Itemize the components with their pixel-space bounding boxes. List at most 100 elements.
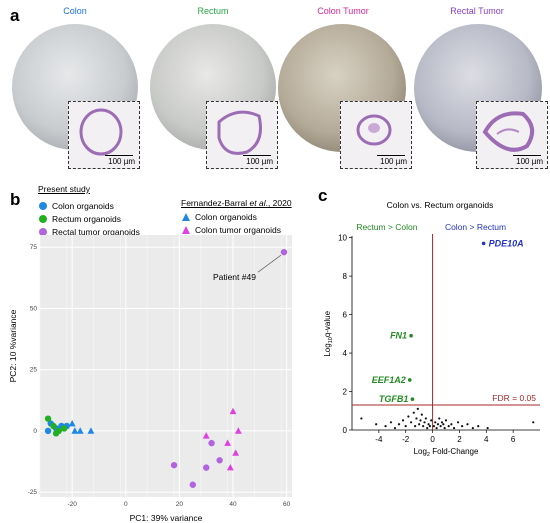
- gene-label: PDE10A: [489, 238, 524, 248]
- legend-fernandez-title: Fernandez-Barral et al., 2020: [181, 198, 292, 208]
- gene-point: [466, 423, 469, 426]
- gene-point: [397, 423, 401, 426]
- gene-point: [440, 421, 444, 424]
- well-rectal-tumor: Rectal Tumor 100 µm: [412, 6, 548, 176]
- gene-point: [456, 421, 460, 424]
- panel-b-letter: b: [10, 190, 21, 209]
- gene-point: [434, 421, 437, 424]
- gene-point: [477, 425, 480, 428]
- data-point-triangle: [232, 449, 240, 456]
- gene-point: [416, 407, 419, 410]
- histology-section-image: [79, 108, 123, 156]
- gene-point: [401, 419, 405, 422]
- legend-marker: [182, 225, 190, 234]
- legend-fernandez: Colon organoids Colon tumor organoids: [181, 210, 281, 236]
- scale-bar: [513, 154, 541, 156]
- y-axis-label: PC2: 10 %variance: [8, 309, 18, 382]
- annotation-leader: [257, 254, 282, 273]
- gene-point: [442, 423, 445, 426]
- gene-point: [409, 421, 413, 424]
- data-point-triangle: [226, 464, 234, 471]
- histology-section-image: [482, 111, 535, 152]
- legend-item: Rectum organoids: [38, 212, 140, 225]
- colon-greater-label: Colon > Rectum: [445, 222, 506, 232]
- legend-marker: [39, 201, 47, 210]
- histology-section-image: [217, 110, 262, 155]
- y-axis-label: Log10q-value: [323, 310, 334, 356]
- data-point-circle: [60, 425, 68, 432]
- gene-point: [418, 423, 421, 426]
- panel-a-letter: a: [10, 6, 20, 25]
- y-tick-label: 0: [33, 428, 37, 435]
- data-point-triangle: [229, 407, 237, 415]
- pca-scatter-plot: -20 0 20 40 60 -25 0 25 50 75 PC1: 39% variance PC2…: [8, 235, 292, 523]
- scale-label: 100 µm: [380, 157, 407, 166]
- gene-point: [461, 425, 464, 428]
- histology-section-image: [356, 114, 392, 146]
- gene-point: [447, 425, 450, 428]
- well-colon-tumor: Colon Tumor 100 µm: [276, 6, 412, 176]
- well-title: Rectal Tumor: [450, 6, 504, 16]
- scale-bar: [243, 154, 271, 156]
- rectum-greater-label: Rectum > Colon: [356, 222, 417, 232]
- gene-label: FN1: [390, 331, 407, 341]
- gene-point: [444, 419, 448, 422]
- data-point-triangle: [202, 432, 210, 439]
- legend-present-study: Colon organoids Rectum organoids Rectal …: [38, 199, 140, 238]
- data-point-circle: [44, 415, 52, 422]
- gene-point: [436, 423, 440, 426]
- data-point-triangle: [87, 427, 95, 434]
- gene-point: [438, 417, 441, 420]
- data-point-circle: [44, 427, 52, 435]
- x-tick-label: 0: [124, 501, 128, 508]
- data-point-circle: [208, 439, 215, 447]
- gene-point: [486, 426, 489, 430]
- legend-marker: [39, 214, 47, 223]
- data-point-triangle: [68, 419, 76, 427]
- legend-title-italic: et al: [249, 198, 266, 208]
- well-rectum: Rectum 100 µm: [148, 6, 278, 176]
- scale-label: 100 µm: [246, 157, 273, 166]
- highlighted-gene-point: [407, 378, 412, 382]
- data-point-circle: [189, 481, 197, 488]
- x-tick-label: 6: [511, 435, 516, 444]
- histology-inset: 100 µm: [68, 101, 140, 169]
- highlighted-gene-point: [481, 241, 486, 246]
- legend-item: Rectal tumor organoids: [38, 225, 140, 238]
- gene-point: [407, 415, 410, 418]
- data-point-circle: [216, 457, 223, 464]
- legend-label: Rectum organoids: [52, 213, 121, 224]
- legend-label: Rectal tumor organoids: [52, 226, 140, 237]
- plot-background: [40, 235, 292, 497]
- gene-point: [439, 425, 442, 428]
- histology-inset: 100 µm: [206, 101, 278, 169]
- y-tick-label: 8: [343, 272, 348, 281]
- x-tick-label: 0: [430, 435, 435, 444]
- gene-point: [419, 419, 422, 422]
- scale-label: 100 µm: [516, 157, 543, 166]
- x-tick-label: 4: [484, 435, 489, 444]
- data-point-circle: [203, 464, 210, 471]
- x-tick-label: 2: [457, 435, 462, 444]
- x-tick-label: 20: [176, 501, 184, 508]
- y-tick-label: 50: [30, 305, 38, 312]
- histology-inset: 100 µm: [476, 101, 548, 169]
- scale-bar: [105, 154, 133, 156]
- legend-marker: [39, 227, 47, 236]
- gene-point: [452, 426, 456, 430]
- gene-point: [420, 413, 423, 416]
- gene-point: [435, 426, 438, 430]
- gene-point: [360, 417, 363, 420]
- gene-label: TGFB1: [379, 394, 409, 404]
- y-tick-label: 2: [343, 388, 348, 397]
- well-colon: Colon 100 µm: [10, 6, 140, 176]
- gene-point: [422, 425, 425, 428]
- volcano-plot: Colon vs. Rectum organoids Rectum > Colon…: [323, 200, 540, 458]
- y-tick-label: 4: [343, 349, 348, 358]
- legend-label: Colon organoids: [52, 200, 114, 211]
- gene-point: [532, 421, 535, 424]
- gene-point: [384, 425, 387, 428]
- x-tick-label: -4: [375, 435, 383, 444]
- gene-point: [393, 426, 397, 430]
- gene-label: EEF1A2: [372, 375, 406, 385]
